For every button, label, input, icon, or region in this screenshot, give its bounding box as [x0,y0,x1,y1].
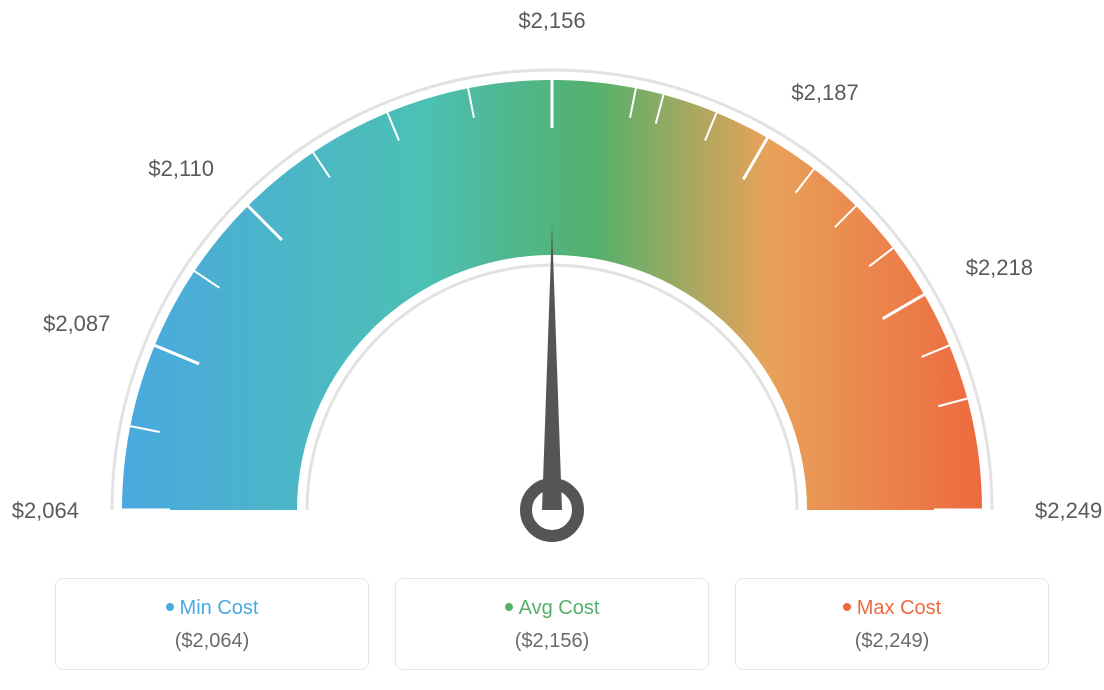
legend-card: Min Cost ($2,064) [55,578,369,670]
legend-dot [843,603,851,611]
gauge-tick-label: $2,087 [43,311,110,337]
gauge-tick-label: $2,249 [1035,498,1102,524]
gauge-chart-container: $2,064 $2,087 $2,110 $2,156 $2,187 $2,218 $2,2… [0,0,1104,690]
legend-card: Max Cost ($2,249) [735,578,1049,670]
gauge-tick-label: $2,064 [12,498,79,524]
legend-value: ($2,064) [66,630,358,653]
legend-title: Min Cost [66,597,358,620]
legend-dot [505,603,513,611]
legend-title-text: Avg Cost [519,597,600,619]
legend-title: Max Cost [746,597,1038,620]
legend-row: Min Cost ($2,064) Avg Cost ($2,156) Max Cost… [0,578,1104,670]
gauge-needle [542,225,562,510]
legend-value: ($2,249) [746,630,1038,653]
legend-card: Avg Cost ($2,156) [395,578,709,670]
gauge-tick-label: $2,218 [966,255,1033,281]
gauge-tick-label: $2,187 [791,80,858,106]
gauge-area: $2,064 $2,087 $2,110 $2,156 $2,187 $2,218 $2,2… [0,0,1104,560]
legend-value: ($2,156) [406,630,698,653]
legend-title-text: Min Cost [180,597,259,619]
gauge-svg [0,0,1104,560]
legend-title-text: Max Cost [857,597,941,619]
gauge-tick-label: $2,110 [148,156,214,182]
legend-title: Avg Cost [406,597,698,620]
gauge-tick-label: $2,156 [512,8,592,34]
legend-dot [166,603,174,611]
